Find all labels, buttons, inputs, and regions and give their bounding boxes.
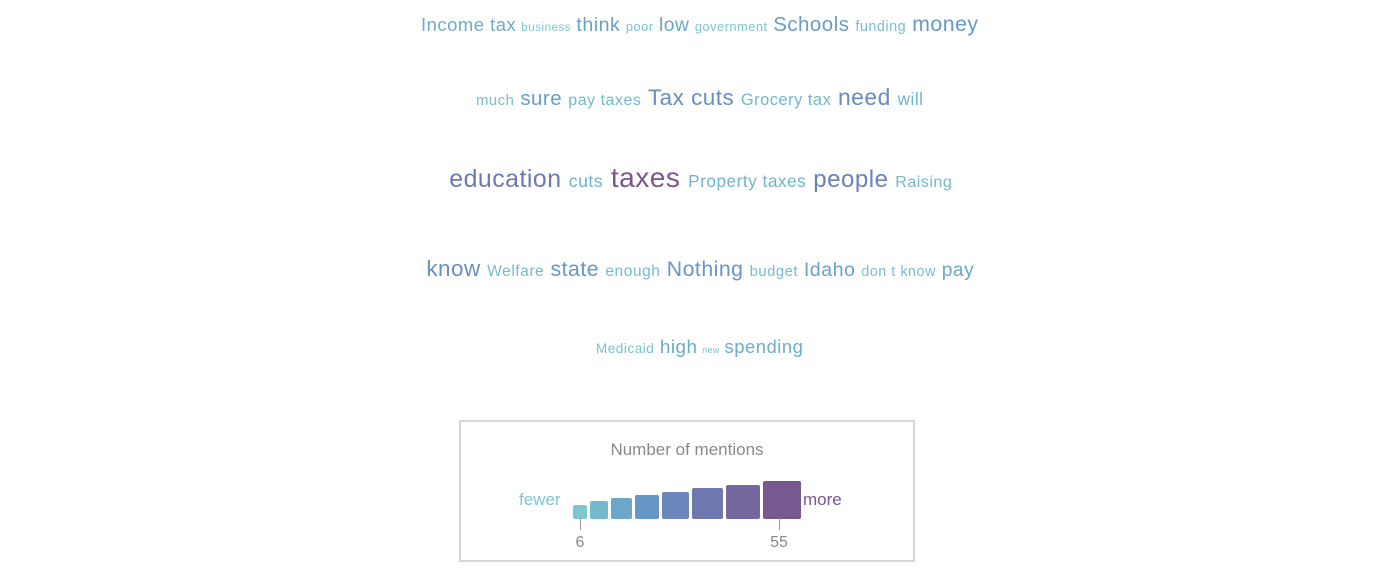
legend-square — [763, 481, 801, 519]
cloud-word: know — [426, 256, 481, 281]
cloud-word: need — [837, 84, 891, 110]
word-cloud-line-3: education cuts taxes Property taxes people Ra… — [0, 162, 1400, 248]
cloud-word: Idaho — [803, 259, 856, 281]
word-cloud-line-5: Medicaid high new spending — [0, 336, 1400, 398]
legend-fewer-label: fewer — [519, 490, 561, 509]
cloud-word: business — [521, 21, 572, 34]
legend-min-tick — [580, 518, 581, 530]
legend-title: Number of mentions — [610, 440, 764, 459]
word-cloud-line-2: much sure pay taxes Tax cuts Grocery tax need… — [0, 86, 1400, 156]
cloud-word: Property taxes — [688, 171, 807, 191]
cloud-word: education — [449, 165, 562, 193]
legend-max-value: 55 — [770, 534, 788, 551]
cloud-word: Medicaid — [595, 341, 655, 356]
cloud-word: Nothing — [666, 257, 744, 281]
cloud-word: Raising — [895, 173, 953, 191]
cloud-word: pay — [941, 260, 975, 281]
legend-square — [726, 485, 760, 519]
legend-scale — [573, 481, 801, 519]
cloud-word: people — [813, 166, 889, 193]
legend-min-value: 6 — [575, 534, 585, 551]
cloud-word: think — [576, 14, 621, 36]
cloud-word: don t know — [861, 264, 936, 280]
legend-square — [590, 501, 608, 519]
cloud-word: taxes — [610, 162, 681, 193]
cloud-word: funding — [855, 19, 907, 35]
cloud-word: Income tax — [421, 14, 517, 35]
cloud-word: sure — [520, 87, 563, 110]
word-cloud-line-4: know Welfare state enough Nothing budget Idaho… — [0, 256, 1400, 328]
cloud-word: Tax cuts — [647, 85, 735, 110]
cloud-word: high — [659, 336, 698, 357]
legend-more-label: more — [803, 490, 842, 509]
legend-square — [662, 492, 689, 519]
cloud-word: new — [702, 345, 720, 355]
mentions-legend: Number of mentions fewer more 6 55 — [459, 420, 915, 562]
cloud-word: money — [912, 12, 979, 36]
cloud-word: government — [694, 19, 768, 34]
word-cloud: Income tax business think poor low government… — [0, 12, 1400, 398]
cloud-word: low — [659, 15, 690, 36]
cloud-word: spending — [724, 336, 804, 357]
legend-square — [692, 488, 723, 519]
cloud-word: Grocery tax — [740, 91, 832, 109]
cloud-word: enough — [605, 263, 661, 280]
legend-square — [611, 498, 632, 519]
legend-square — [573, 505, 587, 519]
cloud-word: cuts — [568, 171, 604, 191]
cloud-word: budget — [749, 264, 798, 280]
legend-square — [635, 495, 659, 519]
cloud-word: will — [897, 89, 924, 109]
cloud-word: pay taxes — [568, 91, 642, 109]
word-cloud-line-1: Income tax business think poor low government… — [0, 12, 1400, 78]
legend-max-tick — [779, 518, 780, 530]
cloud-word: state — [550, 257, 600, 281]
cloud-word: much — [476, 93, 515, 109]
cloud-word: Welfare — [487, 263, 545, 280]
cloud-word: poor — [625, 19, 654, 34]
cloud-word: Schools — [773, 13, 850, 36]
